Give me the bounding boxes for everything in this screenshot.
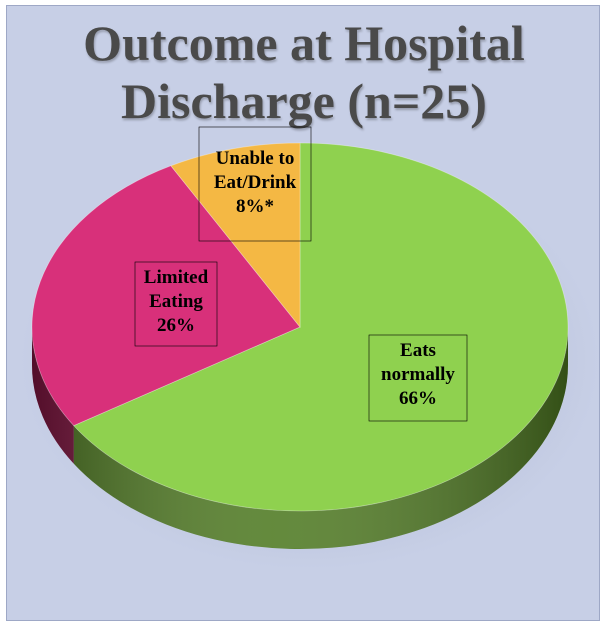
slice-label-1-line-1: Eating	[149, 291, 203, 312]
pie-slices	[31, 142, 569, 512]
slice-label-box-2	[198, 126, 312, 242]
slice-label-box-1	[134, 261, 218, 347]
slice-label-2-line-0: Unable to	[216, 148, 295, 169]
pie-slice-0	[73, 142, 569, 512]
pie-labels: Eats normally 66% Limited Eating 26% Unable to…	[134, 126, 468, 422]
slice-label-1-line-2: 26%	[157, 315, 195, 336]
chart-title-line-2: Discharge (n=25)	[121, 73, 487, 129]
slice-label-2-line-1: Eat/Drink	[214, 172, 297, 193]
slice-label-0-line-0: Eats	[400, 340, 436, 361]
slice-label-box-0	[368, 334, 468, 422]
pie-slice-1	[31, 165, 301, 427]
slice-label-1-line-0: Limited	[144, 267, 209, 288]
chart-title-line-1: Outcome at Hospital	[83, 15, 525, 71]
slice-label-0-line-1: normally	[381, 364, 455, 385]
slice-label-2-line-2: 8%*	[236, 196, 274, 217]
chart-title: Outcome at Hospital Discharge (n=25)	[0, 14, 608, 130]
pie-sides	[32, 327, 568, 549]
pie-slice-2	[170, 142, 301, 329]
pie-side-shading	[32, 327, 568, 549]
slice-label-0-line-2: 66%	[399, 388, 437, 409]
